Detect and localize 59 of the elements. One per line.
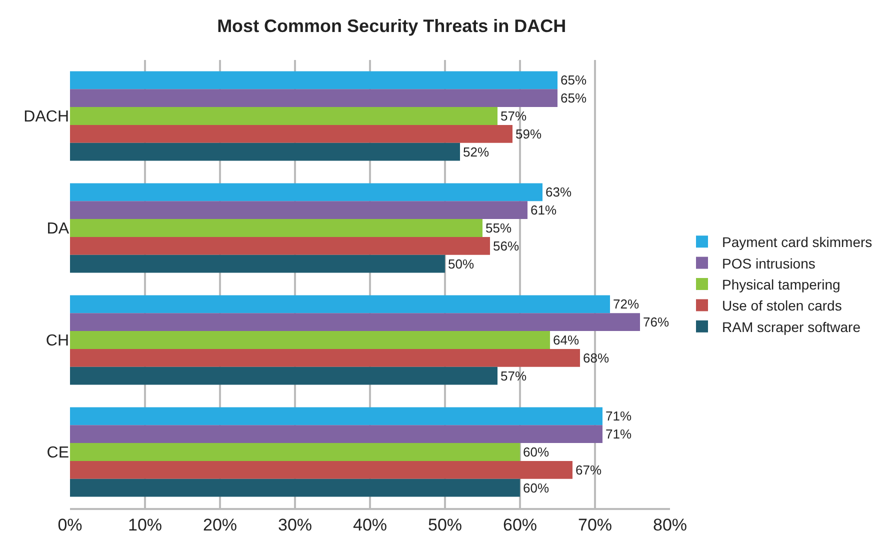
bar	[70, 348, 580, 367]
x-tick-label: 50%	[428, 515, 462, 534]
bar	[70, 407, 602, 426]
bar	[70, 460, 572, 479]
data-label: 72%	[613, 296, 640, 312]
legend-label: Payment card skimmers	[722, 234, 872, 250]
data-label: 57%	[500, 368, 527, 384]
bar	[70, 478, 520, 497]
x-tick-label: 0%	[58, 515, 82, 534]
chart-title: Most Common Security Threats in DACH	[217, 16, 566, 36]
legend-label: RAM scraper software	[722, 318, 861, 335]
legend-label: POS intrusions	[722, 255, 816, 272]
data-label: 64%	[553, 332, 580, 348]
bar	[70, 89, 558, 108]
y-tick-label: DA	[46, 220, 70, 238]
data-label: 63%	[546, 184, 572, 200]
bar	[70, 142, 460, 161]
bar	[70, 236, 490, 255]
data-label: 57%	[500, 108, 527, 124]
data-label: 65%	[560, 90, 587, 106]
bar	[70, 295, 610, 314]
bar	[70, 107, 498, 125]
x-tick-label: 20%	[202, 515, 238, 534]
data-label: 65%	[560, 72, 587, 88]
data-label: 76%	[643, 314, 670, 330]
x-tick-label: 30%	[278, 515, 312, 534]
data-label: 52%	[463, 144, 490, 160]
bar	[70, 201, 528, 220]
data-label: 60%	[523, 444, 550, 460]
legend-label: Physical tampering	[722, 276, 840, 292]
legend-label: Use of stolen cards	[722, 298, 842, 314]
x-tick-label: 80%	[652, 515, 688, 534]
y-tick-label: DACH	[24, 108, 69, 126]
bar	[70, 313, 640, 332]
bar	[70, 183, 542, 202]
data-label: 68%	[583, 350, 610, 366]
data-label: 71%	[606, 408, 632, 424]
data-label: 61%	[530, 202, 557, 218]
bar	[70, 254, 445, 273]
bar	[70, 425, 602, 444]
data-label: 60%	[523, 480, 550, 496]
bar	[70, 219, 482, 237]
y-tick-label: CH	[46, 332, 69, 350]
x-tick-label: 10%	[128, 515, 162, 534]
bar	[70, 71, 558, 90]
bar	[70, 443, 520, 461]
x-tick-label: 60%	[502, 515, 538, 534]
y-tick-label: CE	[46, 444, 69, 462]
bar	[70, 331, 550, 349]
x-tick-label: 40%	[352, 515, 388, 534]
bar	[70, 366, 498, 385]
bar	[70, 124, 512, 143]
data-label: 59%	[516, 126, 542, 142]
data-label: 71%	[606, 426, 632, 442]
data-label: 50%	[448, 256, 474, 272]
x-tick-label: 70%	[578, 515, 612, 534]
data-label: 56%	[493, 238, 520, 254]
data-label: 55%	[486, 220, 512, 236]
data-label: 67%	[576, 462, 602, 478]
